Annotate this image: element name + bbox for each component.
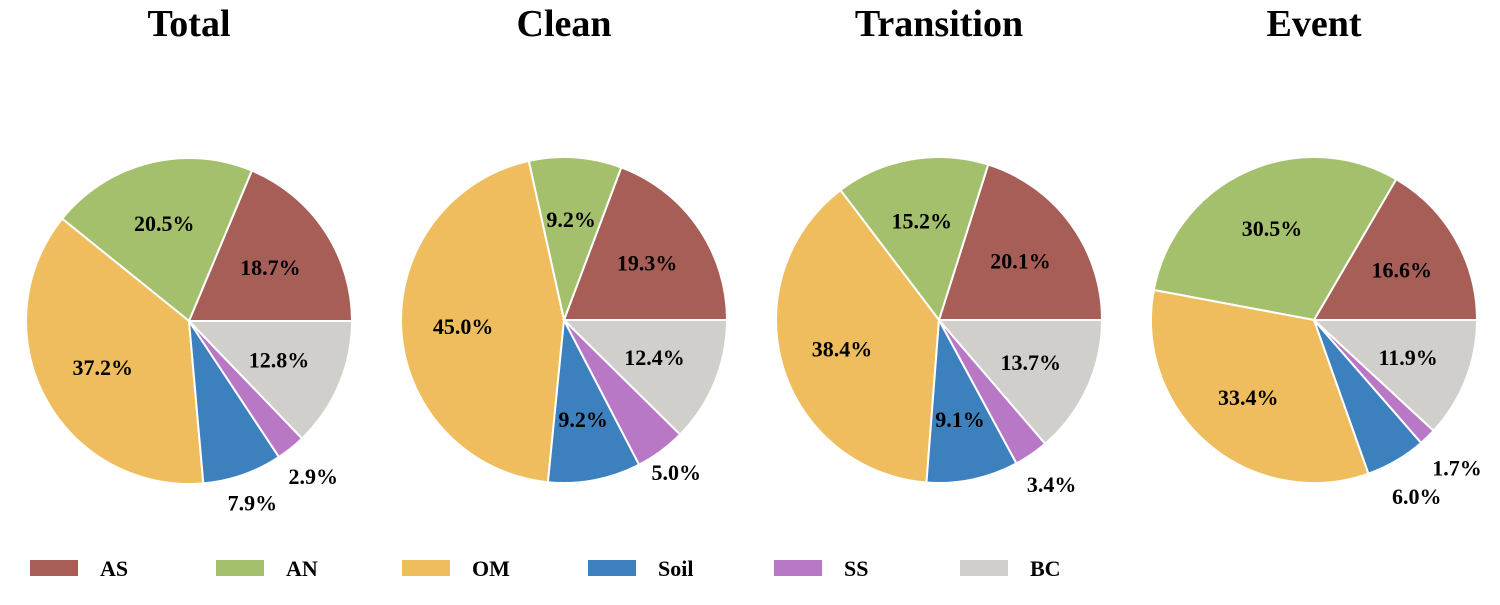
slice-label-an: 30.5%	[1242, 216, 1303, 241]
slice-label-bc: 13.7%	[1001, 350, 1062, 375]
pie-slice-as	[1312, 177, 1479, 321]
slice-label-ss: 5.0%	[651, 460, 701, 485]
legend-label-ss: SS	[844, 556, 868, 581]
pie-slice-an	[839, 156, 990, 323]
slice-label-as: 19.3%	[617, 251, 678, 276]
slice-label-an: 9.2%	[546, 207, 596, 232]
pie-slice-om	[1150, 288, 1370, 484]
slice-label-bc: 11.9%	[1378, 345, 1437, 370]
pie-slice-bc	[561, 319, 729, 436]
legend-label-om: OM	[472, 556, 510, 581]
legend-label-as: AS	[100, 556, 128, 581]
legend-swatch-soil	[588, 560, 636, 576]
slice-label-an: 20.5%	[134, 211, 195, 236]
pie-chart-total: Total 18.7% 20.5% 37.2% 7.9% 2.9% 12.8%	[25, 3, 354, 516]
legend-label-an: AN	[286, 556, 318, 581]
slice-label-ss: 1.7%	[1432, 455, 1482, 480]
pie-slice-bc	[1311, 319, 1479, 433]
slice-label-bc: 12.8%	[249, 347, 310, 372]
pie-slice-om	[400, 159, 566, 484]
slice-label-as: 20.1%	[990, 248, 1051, 273]
slice-label-om: 37.2%	[72, 355, 133, 380]
pie-slice-om	[25, 217, 205, 485]
pie-slice-an	[60, 157, 254, 323]
pie-slice-soil	[925, 316, 1018, 484]
pie-slice-as	[562, 166, 729, 321]
legend-swatch-as	[30, 560, 78, 576]
pie-slice-an	[527, 156, 623, 324]
chart-title: Total	[147, 3, 230, 45]
chart-title: Event	[1267, 3, 1362, 45]
legend-label-bc: BC	[1030, 556, 1061, 581]
charts-layer: Total 18.7% 20.5% 37.2% 7.9% 2.9% 12.8% Clean 19…	[25, 3, 1482, 516]
slice-label-om: 38.4%	[812, 337, 873, 362]
slice-label-soil: 7.9%	[228, 491, 278, 516]
legend-swatch-ss	[774, 560, 822, 576]
pie-slice-om	[775, 188, 941, 484]
legend-label-soil: Soil	[658, 556, 693, 581]
pie-slice-soil	[546, 316, 641, 484]
slice-label-as: 18.7%	[240, 255, 301, 280]
pie-slice-as	[187, 169, 354, 322]
pie-chart-transition: Transition 20.1% 15.2% 38.4% 9.1% 3.4% 13.7%	[775, 3, 1104, 497]
legend-swatch-om	[402, 560, 450, 576]
slice-label-an: 15.2%	[892, 208, 953, 233]
slice-label-soil: 6.0%	[1392, 484, 1442, 509]
legend: AS AN OM Soil SS BC	[30, 556, 1061, 581]
pie-slice-bc	[186, 320, 354, 440]
slice-label-ss: 2.9%	[289, 464, 339, 489]
slice-label-soil: 9.1%	[935, 407, 985, 432]
chart-title: Clean	[517, 3, 612, 45]
chart-title: Transition	[855, 3, 1023, 45]
pie-chart-event: Event 16.6% 30.5% 33.4% 6.0% 1.7% 11.9%	[1150, 3, 1482, 509]
pie-slice-bc	[936, 319, 1104, 446]
legend-swatch-bc	[960, 560, 1008, 576]
slice-label-as: 16.6%	[1371, 258, 1432, 283]
legend-swatch-an	[216, 560, 264, 576]
slice-label-bc: 12.4%	[624, 345, 685, 370]
slice-label-om: 45.0%	[433, 314, 494, 339]
slice-label-om: 33.4%	[1218, 385, 1279, 410]
slice-label-ss: 3.4%	[1027, 472, 1077, 497]
slice-label-soil: 9.2%	[558, 407, 608, 432]
pie-slice-an	[1152, 156, 1398, 322]
pie-slice-as	[937, 163, 1104, 321]
pie-chart-clean: Clean 19.3% 9.2% 45.0% 9.2% 5.0% 12.4%	[400, 3, 729, 485]
